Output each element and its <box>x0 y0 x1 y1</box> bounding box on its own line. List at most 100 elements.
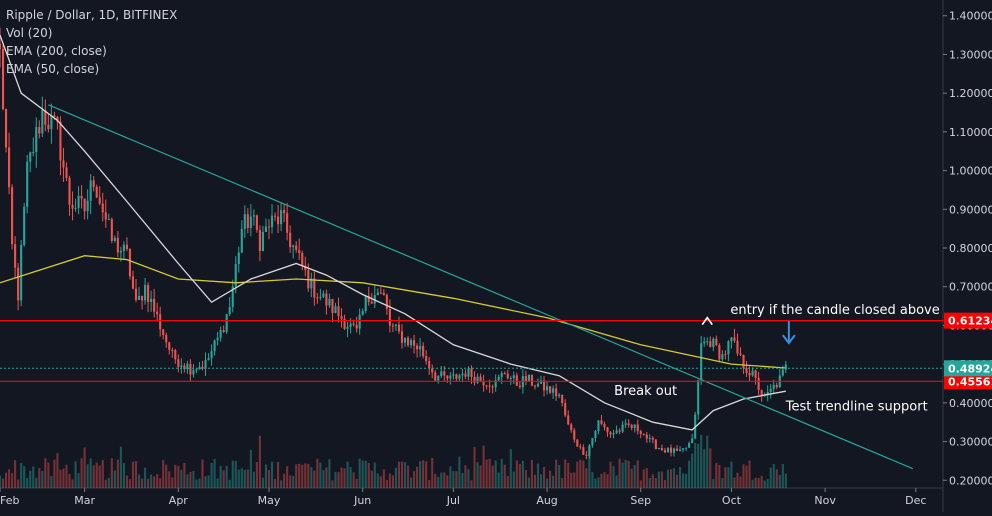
volume-bar <box>310 467 313 488</box>
volume-bar <box>549 470 552 488</box>
candle-body <box>527 374 530 382</box>
candle-body <box>331 298 334 314</box>
candle-body <box>542 380 546 391</box>
volume-bar <box>775 469 778 488</box>
volume-bar <box>564 459 567 488</box>
candle-body <box>80 195 83 199</box>
volume-bar <box>609 461 612 488</box>
volume-bar <box>515 460 518 488</box>
candle-body <box>515 375 518 386</box>
volume-bar <box>174 464 177 488</box>
candle-body <box>512 375 515 379</box>
volume-bar <box>778 474 781 488</box>
candle-body <box>488 385 491 387</box>
volume-bar <box>425 461 428 488</box>
volume-bar <box>80 458 83 488</box>
candle-body <box>452 374 455 376</box>
volume-bar <box>639 480 642 488</box>
candle-body <box>718 345 721 360</box>
volume-bar <box>267 469 271 488</box>
candle-body <box>491 386 494 388</box>
candle-body <box>691 438 694 444</box>
candle-body <box>769 388 772 392</box>
volume-bar <box>443 472 446 488</box>
candle-body <box>645 434 648 439</box>
candle-body <box>68 178 71 205</box>
volume-bar <box>488 458 491 488</box>
candle-body <box>189 363 192 375</box>
volume-bar <box>301 464 304 488</box>
candle-body <box>249 216 252 228</box>
volume-bar <box>65 464 68 488</box>
candle-body <box>582 447 585 455</box>
candle-body <box>168 342 171 350</box>
volume-bar <box>760 475 763 488</box>
volume-bar <box>153 476 156 488</box>
volume-bar <box>180 469 183 488</box>
candle-body <box>219 330 222 338</box>
legend-ema200: EMA (200, close) <box>6 44 107 58</box>
volume-bar <box>766 479 769 488</box>
candle-body <box>153 298 156 312</box>
volume-bar <box>663 479 666 488</box>
volume-bar <box>373 462 376 488</box>
candle-body <box>298 250 301 254</box>
volume-bar <box>682 473 685 488</box>
volume-bar <box>83 447 86 488</box>
volume-bar <box>249 449 252 488</box>
candle-body <box>570 424 573 431</box>
candle-body <box>440 371 443 376</box>
candle-body <box>86 200 89 212</box>
volume-bar <box>603 472 606 488</box>
candle-body <box>98 197 101 204</box>
volume-bar <box>724 467 727 488</box>
candle-body <box>174 350 177 360</box>
volume-bar <box>292 475 295 488</box>
candle-body <box>639 431 642 435</box>
candle-body <box>29 152 32 162</box>
volume-bar <box>231 460 234 488</box>
volume-bar <box>458 456 461 488</box>
candle-body <box>364 295 367 311</box>
volume-bar <box>422 460 425 488</box>
candle-body <box>237 252 240 265</box>
volume-bar <box>394 467 397 488</box>
volume-bar <box>452 471 455 488</box>
volume-bar <box>210 462 213 488</box>
candle-body <box>53 115 56 117</box>
candle-body <box>128 249 132 277</box>
candle-body <box>210 351 213 359</box>
x-tick-label: Oct <box>722 494 742 507</box>
candle-body <box>391 325 394 327</box>
volume-bar <box>168 471 171 488</box>
volume-bar <box>524 470 527 488</box>
candle-body <box>156 311 159 315</box>
candle-body <box>739 353 742 355</box>
volume-bar <box>648 477 651 488</box>
volume-bar <box>101 460 104 488</box>
candle-body <box>666 447 670 453</box>
volume-bar <box>355 478 358 488</box>
volume-bar <box>228 479 231 488</box>
volume-bar <box>8 469 11 488</box>
volume-bar <box>289 475 292 488</box>
candle-body <box>742 354 745 369</box>
candle-body <box>183 365 186 370</box>
candle-body <box>301 253 304 266</box>
volume-bar <box>700 434 703 488</box>
candle-body <box>594 431 597 438</box>
candle-body <box>107 219 110 221</box>
candle-body <box>252 215 255 217</box>
volume-bar <box>204 476 207 488</box>
candle-body <box>406 337 410 346</box>
candle-body <box>222 330 225 332</box>
candle-body <box>461 373 464 376</box>
volume-bar <box>570 472 573 488</box>
candle-body <box>225 314 228 332</box>
candle-body <box>642 434 645 436</box>
volume-bar <box>213 458 216 488</box>
volume-bar <box>0 475 2 488</box>
volume-bar <box>530 460 534 488</box>
candle-body <box>20 244 23 301</box>
volume-bar <box>216 478 219 488</box>
